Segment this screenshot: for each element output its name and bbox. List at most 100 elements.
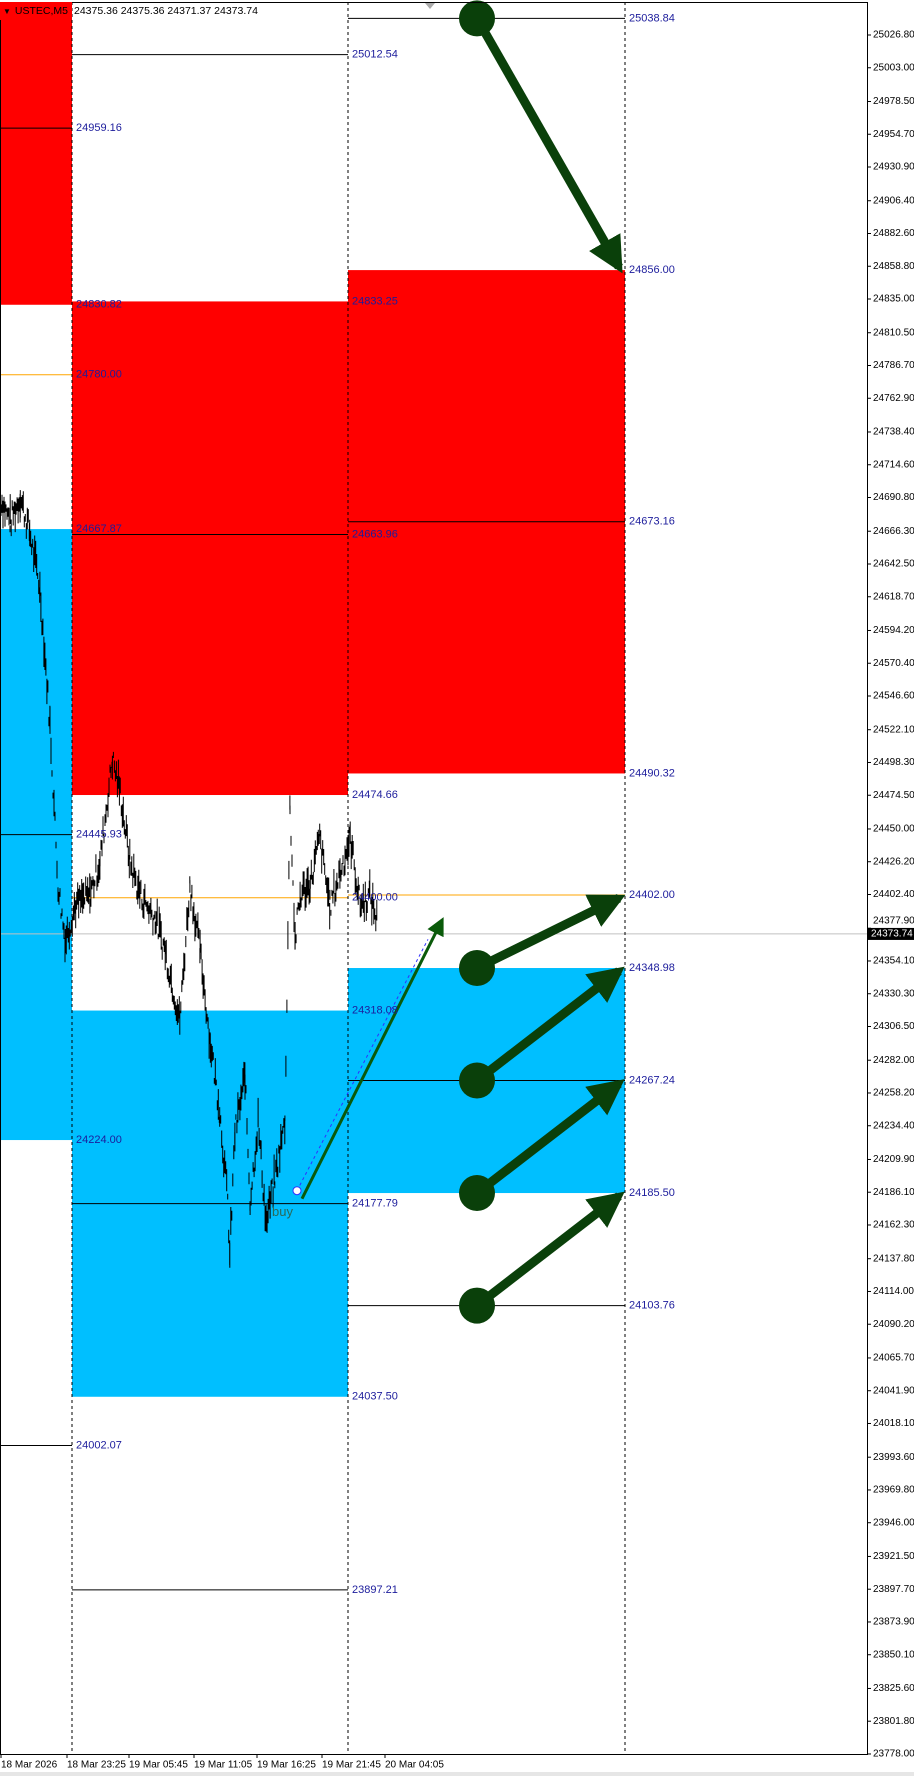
arrow-origin-dot (459, 1287, 495, 1324)
time-tick-label: 18 Mar 23:25 (67, 1760, 126, 1771)
arrow-origin-dot (459, 0, 495, 37)
level-label: 24833.25 (352, 295, 398, 307)
level-label: 25012.54 (352, 49, 398, 61)
projection-arrow (473, 16, 623, 274)
time-tick-label: 19 Mar 11:05 (194, 1760, 253, 1771)
projection-arrow (474, 966, 625, 1085)
bottom-border (0, 1772, 914, 1776)
triangle-down-icon[interactable]: ▼ (3, 6, 11, 16)
level-label: 24402.00 (629, 889, 675, 901)
price-tick-label: 24858.80 (873, 261, 914, 272)
arrow-origin-dot (459, 950, 495, 987)
price-tick-label: 24041.90 (873, 1385, 914, 1396)
level-label: 24780.00 (76, 369, 122, 381)
price-tick-label: 24906.40 (873, 195, 914, 206)
symbol-badge[interactable]: ▼ USTEC,M5 (0, 2, 72, 20)
price-tick-label: 23946.00 (873, 1517, 914, 1528)
level-label: 24400.00 (352, 892, 398, 904)
level-label: 24185.50 (629, 1187, 675, 1199)
price-tick-label: 24835.00 (873, 294, 914, 305)
price-tick-label: 24594.20 (873, 625, 914, 636)
level-label: 24103.76 (629, 1299, 675, 1311)
price-tick-label: 24714.60 (873, 459, 914, 470)
price-tick-label: 24642.50 (873, 559, 914, 570)
price-tick-label: 25003.00 (873, 62, 914, 73)
price-tick-label: 24137.80 (873, 1253, 914, 1264)
price-tick-label: 24954.70 (873, 129, 914, 140)
price-tick-label: 24162.30 (873, 1220, 914, 1231)
shift-marker-icon[interactable] (425, 3, 435, 9)
current-price-label: 24373.74 (871, 929, 913, 940)
price-tick-label: 23993.60 (873, 1452, 914, 1463)
price-tick-label: 24762.90 (873, 393, 914, 404)
price-tick-label: 24354.10 (873, 956, 914, 967)
price-tick-label: 23778.00 (873, 1749, 914, 1760)
ohlc-readout: 24375.36 24375.36 24371.37 24373.74 (74, 5, 258, 17)
projection-arrow (474, 1191, 625, 1310)
time-tick-label: 19 Mar 16:25 (257, 1760, 316, 1771)
price-tick-label: 24450.00 (873, 824, 914, 835)
time-tick-label: 19 Mar 21:45 (322, 1760, 381, 1771)
level-label: 24663.96 (352, 528, 398, 540)
level-label: 24959.16 (76, 122, 122, 134)
price-tick-label: 24209.90 (873, 1154, 914, 1165)
level-label: 24002.07 (76, 1439, 122, 1451)
price-tick-label: 24306.50 (873, 1021, 914, 1032)
level-label: 24856.00 (629, 264, 675, 276)
price-tick-label: 24474.50 (873, 790, 914, 801)
current-price-badge (868, 927, 914, 940)
price-tick-label: 24426.20 (873, 856, 914, 867)
price-tick-label: 24570.40 (873, 658, 914, 669)
projection-arrow (475, 894, 626, 973)
price-tick-label: 24810.50 (873, 327, 914, 338)
price-tick-label: 24666.30 (873, 526, 914, 537)
level-label: 25038.84 (629, 12, 675, 24)
price-tick-label: 24882.60 (873, 228, 914, 239)
time-tick-label: 18 Mar 2026 (1, 1760, 58, 1771)
price-tick-label: 24186.10 (873, 1187, 914, 1198)
time-tick-label: 19 Mar 05:45 (129, 1760, 188, 1771)
price-tick-label: 24258.20 (873, 1088, 914, 1099)
price-tick-label: 24402.40 (873, 889, 914, 900)
level-label: 24037.50 (352, 1391, 398, 1403)
supply-zone (0, 2, 72, 305)
level-label: 24318.08 (352, 1004, 398, 1016)
price-tick-label: 24282.00 (873, 1055, 914, 1066)
price-tick-label: 24065.70 (873, 1353, 914, 1364)
level-label: 24267.24 (629, 1074, 675, 1086)
level-label: 24224.00 (76, 1134, 122, 1146)
price-tick-label: 23969.80 (873, 1485, 914, 1496)
level-label: 24348.98 (629, 962, 675, 974)
level-label: 24445.93 (76, 828, 122, 840)
level-label: 24830.82 (76, 299, 122, 311)
price-tick-label: 24018.10 (873, 1418, 914, 1429)
price-tick-label: 24090.20 (873, 1319, 914, 1330)
symbol-label: USTEC,M5 (14, 5, 69, 17)
price-tick-label: 24690.80 (873, 492, 914, 503)
price-bars (0, 488, 378, 1268)
price-tick-label: 23801.80 (873, 1716, 914, 1727)
price-tick-label: 24330.30 (873, 988, 914, 999)
level-label: 24667.87 (76, 523, 122, 535)
price-tick-label: 24786.70 (873, 360, 914, 371)
price-tick-label: 24978.50 (873, 96, 914, 107)
trade-entry-marker[interactable] (292, 1186, 302, 1196)
level-label: 24474.66 (352, 789, 398, 801)
trade-target-arrow (300, 917, 444, 1200)
chart-header: ▼ USTEC,M5 24375.36 24375.36 24371.37 24… (0, 2, 258, 20)
level-label: 23897.21 (352, 1584, 398, 1596)
plot-frame (0, 2, 868, 1755)
price-tick-label: 24522.10 (873, 724, 914, 735)
price-tick-label: 24618.70 (873, 591, 914, 602)
price-tick-label: 24738.40 (873, 427, 914, 438)
time-tick-label: 20 Mar 04:05 (385, 1760, 444, 1771)
price-tick-label: 23921.50 (873, 1551, 914, 1562)
arrow-origin-dot (459, 1062, 495, 1099)
price-tick-label: 24498.30 (873, 757, 914, 768)
level-label: 24673.16 (629, 516, 675, 528)
price-tick-label: 24234.40 (873, 1120, 914, 1131)
price-tick-label: 25026.80 (873, 30, 914, 41)
arrow-origin-dot (459, 1175, 495, 1212)
projection-arrow (474, 1079, 625, 1197)
